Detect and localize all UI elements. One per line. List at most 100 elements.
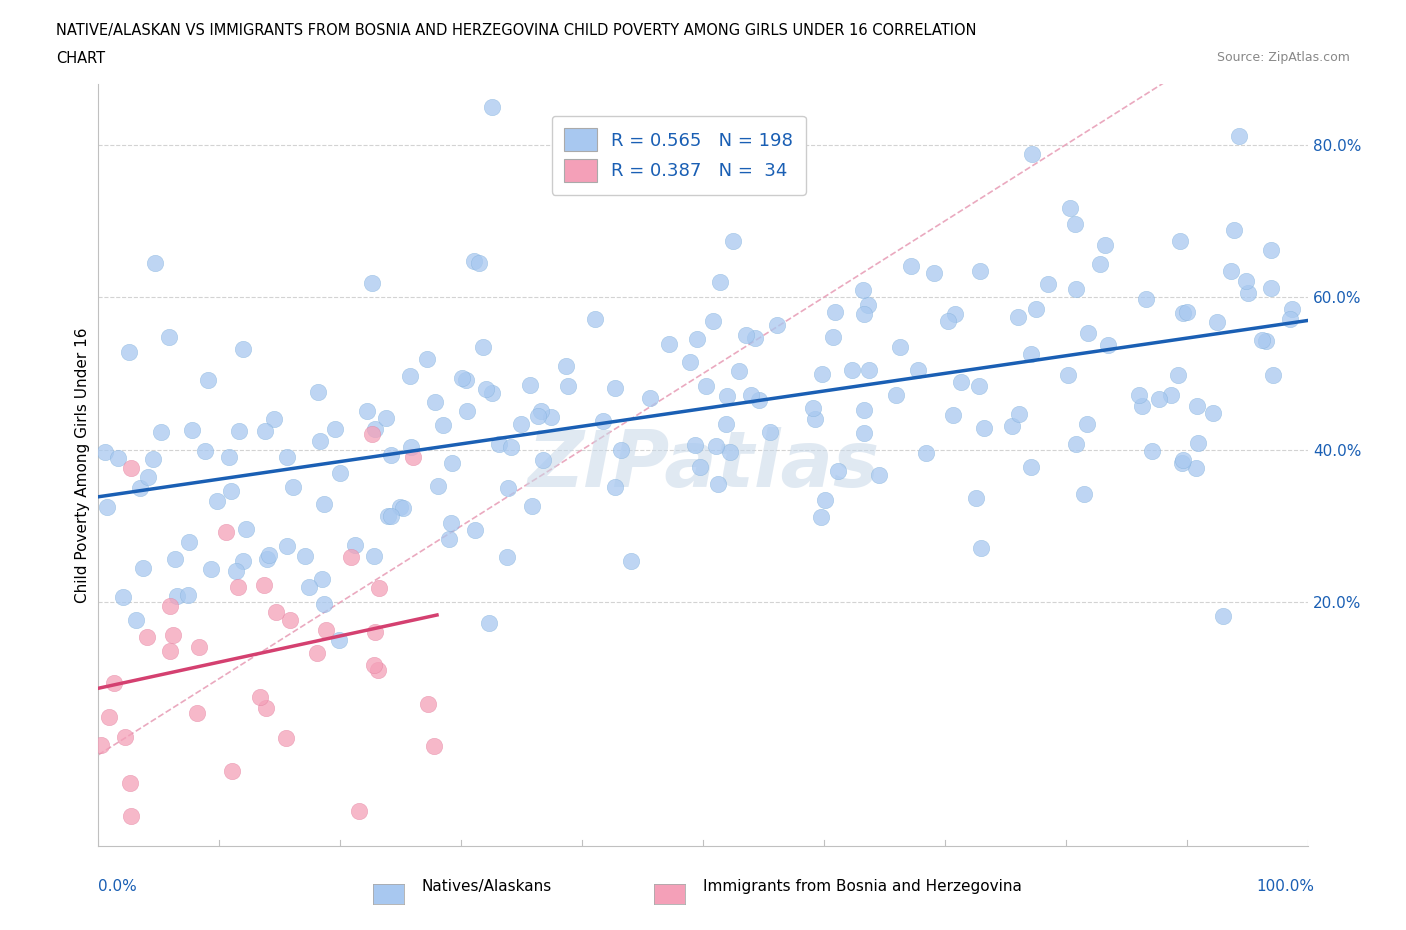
Point — [744, 331, 766, 346]
Point — [583, 312, 606, 326]
Point — [440, 455, 463, 470]
Point — [165, 551, 187, 566]
Point — [294, 549, 316, 564]
Point — [402, 449, 425, 464]
Point — [1094, 237, 1116, 252]
Point — [519, 378, 541, 392]
Point — [467, 255, 489, 270]
Text: CHART: CHART — [56, 51, 105, 66]
Point — [329, 466, 352, 481]
Point — [949, 374, 972, 389]
Point — [1175, 305, 1198, 320]
Point — [392, 500, 415, 515]
Point — [215, 525, 238, 539]
Point — [264, 604, 287, 619]
Point — [721, 233, 744, 248]
Point — [969, 264, 991, 279]
Point — [380, 448, 402, 463]
Point — [841, 363, 863, 378]
Text: ZIPatlas: ZIPatlas — [527, 427, 879, 503]
Point — [228, 423, 250, 438]
Point — [340, 550, 363, 565]
Point — [361, 427, 384, 442]
Point — [1135, 291, 1157, 306]
Point — [309, 433, 332, 448]
Point — [423, 738, 446, 753]
Point — [159, 644, 181, 658]
Point — [520, 498, 543, 513]
Point — [868, 467, 890, 482]
Point — [706, 477, 728, 492]
Point — [129, 481, 152, 496]
Point — [748, 392, 770, 407]
Point — [253, 423, 276, 438]
Point — [1128, 388, 1150, 403]
Point — [824, 305, 846, 320]
Point — [325, 422, 347, 437]
Point — [98, 710, 121, 724]
Point — [149, 424, 172, 439]
Point — [1008, 407, 1031, 422]
Point — [1059, 201, 1081, 216]
Point — [186, 705, 208, 720]
Point — [1073, 487, 1095, 502]
Point — [720, 445, 742, 459]
Point — [307, 385, 329, 400]
Point — [1097, 338, 1119, 352]
Point — [1025, 301, 1047, 316]
Point — [1001, 418, 1024, 433]
Point — [194, 444, 217, 458]
Point — [1171, 455, 1194, 470]
Point — [305, 645, 328, 660]
Point — [1090, 256, 1112, 271]
Point — [478, 616, 501, 631]
Point — [118, 345, 141, 360]
Point — [967, 379, 990, 394]
Point — [1237, 286, 1260, 300]
Point — [1007, 310, 1029, 325]
Point — [136, 470, 159, 485]
Point — [1173, 452, 1195, 467]
Point — [914, 445, 936, 460]
Point — [1263, 367, 1285, 382]
Text: Source: ZipAtlas.com: Source: ZipAtlas.com — [1216, 51, 1350, 64]
Point — [1064, 436, 1087, 451]
Point — [495, 550, 517, 565]
Point — [361, 275, 384, 290]
Point — [132, 561, 155, 576]
Point — [557, 379, 579, 393]
Point — [488, 436, 510, 451]
Point — [803, 412, 825, 427]
Point — [852, 283, 875, 298]
Point — [96, 499, 118, 514]
Point — [107, 450, 129, 465]
Point — [1254, 333, 1277, 348]
Point — [740, 387, 762, 402]
Point — [1064, 282, 1087, 297]
Point — [852, 425, 875, 440]
Point — [735, 327, 758, 342]
Point — [965, 490, 987, 505]
Point — [347, 804, 370, 818]
Point — [103, 675, 125, 690]
Point — [315, 622, 337, 637]
Point — [704, 439, 727, 454]
Point — [1187, 435, 1209, 450]
Point — [254, 700, 277, 715]
Point — [1281, 302, 1303, 317]
Point — [120, 776, 142, 790]
Point — [1076, 417, 1098, 432]
Point — [922, 266, 945, 281]
Point — [120, 460, 142, 475]
Point — [685, 438, 707, 453]
Point — [374, 410, 396, 425]
Point — [263, 411, 285, 426]
Point — [1057, 367, 1080, 382]
Text: 100.0%: 100.0% — [1257, 879, 1315, 894]
Point — [437, 531, 460, 546]
Point — [1227, 128, 1250, 143]
Point — [1036, 276, 1059, 291]
Point — [1260, 281, 1282, 296]
Point — [1212, 609, 1234, 624]
Point — [380, 509, 402, 524]
